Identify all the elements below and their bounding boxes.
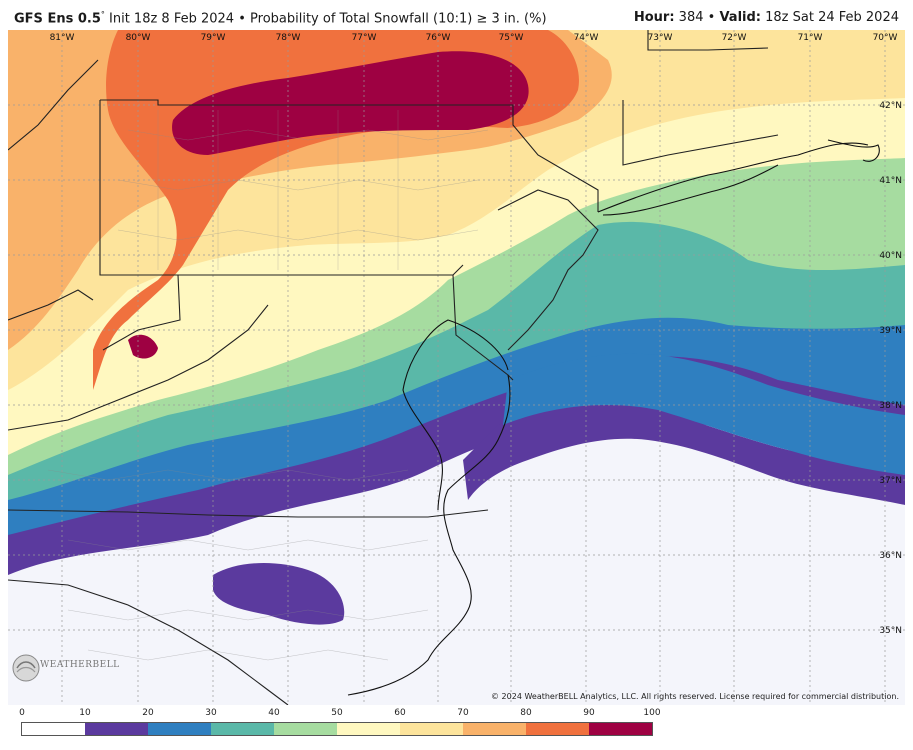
long-island-sound [597, 142, 869, 213]
pa-south-border [99, 100, 464, 276]
lon-label: 79°W [201, 33, 226, 43]
cape-cod [827, 139, 880, 162]
hour-label: Hour: [633, 10, 675, 25]
lon-label: 72°W [722, 33, 747, 43]
weatherbell-logo: WEATHERBELL [12, 648, 119, 688]
ny-pa-border [100, 99, 599, 212]
band-90-100-north [172, 51, 529, 155]
lon-label: 74°W [574, 33, 599, 43]
scale-tick-label: 100 [643, 708, 661, 718]
wv-md-border [102, 274, 181, 351]
wv-west-border [8, 289, 94, 321]
ocean-low-prob [473, 451, 905, 705]
scale-ticks: 0 10 20 30 40 50 60 70 80 90 100 [0, 708, 913, 722]
scale-tick-label: 60 [394, 708, 406, 718]
valid-label: Valid: [719, 10, 761, 25]
vt-nh-border [647, 30, 769, 51]
scale-tick-label: 0 [19, 708, 25, 718]
lon-label: 73°W [648, 33, 673, 43]
scale-tick-label: 10 [79, 708, 91, 718]
va-wv-border [8, 304, 269, 431]
scale-tick-label: 70 [457, 708, 469, 718]
band-90-100-south [128, 334, 158, 359]
scale-segment [274, 723, 337, 735]
logo-graphic [12, 654, 40, 682]
latitude-label-group: 42°N 41°N 40°N 39°N 38°N 37°N 36°N 35°N [879, 101, 902, 636]
lat-label: 39°N [879, 326, 902, 336]
threshold: ≥ 3 in. (%) [476, 11, 547, 27]
state-borders [8, 30, 779, 705]
county-borders [47, 110, 489, 661]
nj-coast [497, 189, 599, 351]
coastlines [347, 139, 880, 696]
ocean-blue-band [503, 353, 905, 475]
scale-segment [337, 723, 400, 735]
lon-label: 75°W [499, 33, 524, 43]
lon-label: 71°W [798, 33, 823, 43]
lat-label: 38°N [879, 401, 902, 411]
snowfall-probability-map: 81°W 80°W 79°W 78°W 77°W 76°W 75°W 74°W … [8, 30, 905, 705]
scale-segment [148, 723, 211, 735]
scale-segment [463, 723, 526, 735]
lon-label: 70°W [873, 33, 898, 43]
scale-tick-label: 30 [205, 708, 217, 718]
scale-segment [400, 723, 463, 735]
lon-label: 78°W [276, 33, 301, 43]
scale-tick-label: 80 [520, 708, 532, 718]
scale-segment [85, 723, 148, 735]
oh-border [8, 59, 99, 151]
init-time: Init 18z 8 Feb 2024 [109, 11, 235, 27]
lon-label: 81°W [50, 33, 75, 43]
valid-info: Hour: 384 • Valid: 18z Sat 24 Feb 2024 [634, 10, 899, 25]
lon-label: 77°W [352, 33, 377, 43]
lat-label: 36°N [879, 551, 902, 561]
lat-label: 41°N [879, 176, 902, 186]
lat-label: 37°N [879, 476, 902, 486]
scale-tick-label: 20 [142, 708, 154, 718]
scale-tick-label: 40 [268, 708, 280, 718]
tn-nc-border [8, 579, 289, 705]
longitude-label-group: 81°W 80°W 79°W 78°W 77°W 76°W 75°W 74°W … [50, 33, 898, 43]
chesapeake-bay [402, 319, 509, 511]
map-canvas: 81°W 80°W 79°W 78°W 77°W 76°W 75°W 74°W … [8, 30, 905, 705]
scale-segment [211, 723, 274, 735]
nc-purple-patch [213, 563, 345, 625]
lon-label: 76°W [426, 33, 451, 43]
scale-tick-label: 90 [583, 708, 595, 718]
degree-symbol: ° [100, 10, 105, 19]
atlantic-coast-nc [347, 374, 511, 696]
lat-label: 40°N [879, 251, 902, 261]
color-scale-bar [21, 722, 653, 736]
header-title: GFS Ens 0.5° Init 18z 8 Feb 2024 • Proba… [14, 10, 547, 26]
scale-segment [589, 723, 652, 735]
map-header: GFS Ens 0.5° Init 18z 8 Feb 2024 • Proba… [0, 0, 913, 30]
scale-tick-label: 50 [331, 708, 343, 718]
product-name: Probability of Total Snowfall (10:1) [250, 11, 473, 27]
long-island [602, 164, 779, 216]
va-nc-border [8, 509, 489, 518]
lon-label: 80°W [126, 33, 151, 43]
ct-ma-border [622, 100, 779, 166]
lat-label: 35°N [879, 626, 902, 636]
bullet-2: • [707, 10, 716, 25]
de-border [452, 274, 514, 381]
copyright-notice: © 2024 WeatherBELL Analytics, LLC. All r… [491, 692, 899, 701]
model-name: GFS Ens 0.5 [14, 11, 101, 27]
hour-value: 384 [678, 10, 704, 25]
valid-value: 18z Sat 24 Feb 2024 [765, 10, 899, 25]
bullet: • [238, 11, 246, 27]
scale-segment [22, 723, 85, 735]
scale-segment [526, 723, 589, 735]
logo-text: WEATHERBELL [40, 660, 120, 670]
lat-label: 42°N [879, 101, 902, 111]
